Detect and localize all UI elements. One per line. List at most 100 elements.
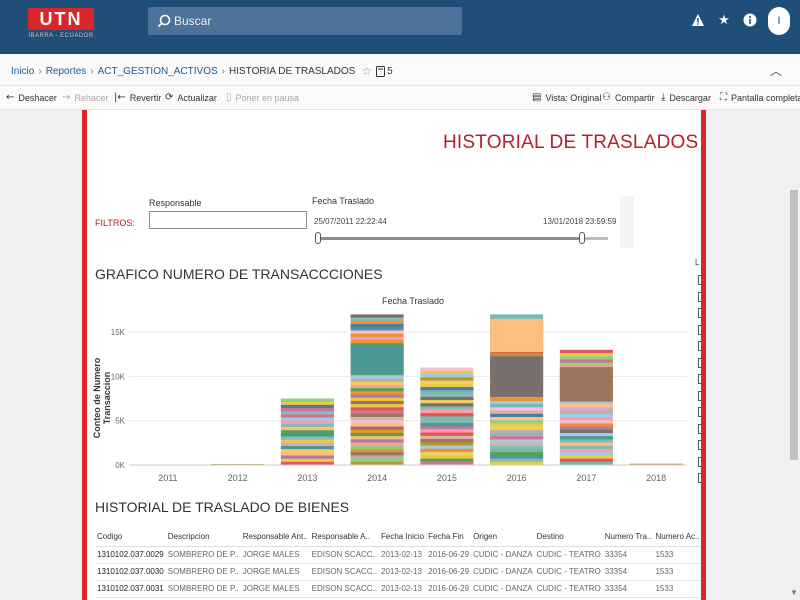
revert-icon: |← xyxy=(114,92,126,103)
table-cell: 33354 xyxy=(602,563,654,581)
column-header[interactable]: Codigo xyxy=(95,528,166,547)
user-avatar[interactable]: I xyxy=(768,7,790,35)
bar-segment xyxy=(350,455,404,459)
bar-segment xyxy=(420,416,474,420)
bar-segment xyxy=(350,445,404,450)
legend-checkbox[interactable] xyxy=(698,423,701,434)
breadcrumb-reportes[interactable]: Reportes xyxy=(45,65,87,77)
column-header[interactable]: Fecha Fin xyxy=(426,528,472,547)
undo-button[interactable]: ← Deshacer xyxy=(6,92,57,103)
bar-segment xyxy=(350,317,404,322)
table-cell: EDISON SCACC.. xyxy=(309,546,379,564)
bar-segment xyxy=(350,340,404,344)
y-tick-label: 15K xyxy=(111,328,126,337)
column-header[interactable]: Fecha Inicio xyxy=(379,528,427,547)
bar-segment xyxy=(350,381,404,386)
bar-segment xyxy=(559,407,613,411)
legend-checkbox[interactable] xyxy=(698,275,701,285)
date-range-end-handle[interactable] xyxy=(578,232,585,244)
breadcrumb-project[interactable]: ACT_GESTION_ACTIVOS xyxy=(97,65,218,77)
table-row[interactable]: 1310102.037.0029 SOMBRERO DE P.. JORGE M… xyxy=(95,546,701,564)
bar-segment xyxy=(559,458,613,463)
legend-checkbox[interactable] xyxy=(698,308,701,318)
alert-icon[interactable] xyxy=(690,13,706,29)
column-header[interactable]: Destino xyxy=(534,528,603,547)
breadcrumb-inicio[interactable]: Inicio xyxy=(11,65,35,77)
favorite-star-icon[interactable]: ☆ xyxy=(361,64,373,78)
legend-checkbox[interactable] xyxy=(698,407,701,417)
legend-checkbox[interactable] xyxy=(698,374,701,384)
scroll-down-arrow-icon[interactable]: ▼ xyxy=(790,588,798,597)
search-box[interactable] xyxy=(148,7,462,35)
bar-segment xyxy=(350,384,404,389)
share-button[interactable]: ⚇ Compartir xyxy=(602,92,654,103)
bar-segment xyxy=(350,330,404,334)
bar-segment xyxy=(490,413,544,418)
bar-segment xyxy=(490,432,544,437)
bar-segment xyxy=(490,416,544,421)
bar-segment xyxy=(420,458,474,463)
refresh-label: Actualizar xyxy=(177,92,217,103)
column-header[interactable]: Origen xyxy=(471,528,535,547)
fullscreen-button[interactable]: ⛶ Pantalla completa xyxy=(720,92,800,103)
pause-button[interactable]: ▯ Poner en pausa xyxy=(226,92,299,103)
column-header[interactable]: Numero Ac.. xyxy=(653,528,701,547)
bar-segment xyxy=(420,413,474,417)
download-icon: ⤓ xyxy=(661,92,666,103)
table-cell: 1533 xyxy=(653,563,701,581)
legend-checkbox[interactable] xyxy=(698,324,701,335)
vertical-scrollbar[interactable]: ▼ xyxy=(788,110,800,600)
refresh-button[interactable]: ⟳ Actualizar xyxy=(165,92,217,103)
bar-segment xyxy=(350,410,404,415)
collapse-chevron-up-icon[interactable]: ︿ xyxy=(769,64,782,78)
view-original-button[interactable]: ▤ Vista: Original xyxy=(532,92,601,103)
bar-segment xyxy=(420,367,474,372)
bar-segment xyxy=(420,380,474,385)
legend-checkbox[interactable] xyxy=(698,341,701,351)
revert-button[interactable]: |← Revertir xyxy=(114,92,161,103)
bar-segment xyxy=(559,359,613,363)
bar-segment xyxy=(350,333,404,338)
bar-segment xyxy=(559,401,613,405)
bar-segment xyxy=(420,445,474,450)
bar-segment xyxy=(490,423,544,427)
table-row[interactable]: 1310102.037.0030 SOMBRERO DE P.. JORGE M… xyxy=(95,563,701,581)
scrollbar-thumb[interactable] xyxy=(790,190,798,460)
fecha-traslado-label: Fecha Traslado xyxy=(312,196,375,206)
bar-segment xyxy=(280,423,334,428)
breadcrumb-separator: › xyxy=(221,65,225,77)
info-icon[interactable] xyxy=(742,13,758,29)
responsable-input[interactable] xyxy=(149,211,307,229)
column-header[interactable]: Descripcion xyxy=(165,528,241,547)
table-cell: CUDIC - DANZA xyxy=(471,546,535,564)
bar-segment-large xyxy=(350,344,404,375)
legend-checkbox[interactable] xyxy=(698,440,701,450)
bar-segment xyxy=(350,420,404,424)
legend-checkbox[interactable] xyxy=(698,390,701,401)
bar-segment xyxy=(350,336,404,341)
search-input[interactable] xyxy=(174,7,454,35)
legend-checkbox[interactable] xyxy=(698,357,701,368)
legend-checkbox[interactable] xyxy=(698,456,701,467)
views-icon xyxy=(376,65,386,77)
bar-segment xyxy=(559,455,613,459)
column-header[interactable]: Responsable Ant.. xyxy=(240,528,310,547)
bar-segment xyxy=(490,420,544,424)
download-button[interactable]: ⤓ Descargar xyxy=(661,92,711,103)
legend-checkbox[interactable] xyxy=(698,291,701,302)
column-header[interactable]: Numero Tra.. xyxy=(602,528,654,547)
column-header[interactable]: Responsable A.. xyxy=(309,528,379,547)
bar-segment xyxy=(420,377,474,381)
table-row[interactable]: 1310102.037.0031 SOMBRERO DE P.. JORGE M… xyxy=(95,580,701,598)
star-icon[interactable]: ★ xyxy=(718,13,730,28)
date-range-start-handle[interactable] xyxy=(315,232,321,244)
bar-segment xyxy=(420,383,474,388)
legend-checkbox[interactable] xyxy=(698,473,701,483)
pause-icon: ▯ xyxy=(226,92,232,103)
table-cell: 33354 xyxy=(602,546,654,564)
utn-logo[interactable]: UTN IBARRA - ECUADOR xyxy=(28,8,94,46)
bar-segment xyxy=(490,429,544,434)
bar-segment xyxy=(350,314,404,318)
bar-segment xyxy=(559,410,613,415)
redo-button[interactable]: → Rehacer xyxy=(62,92,108,103)
